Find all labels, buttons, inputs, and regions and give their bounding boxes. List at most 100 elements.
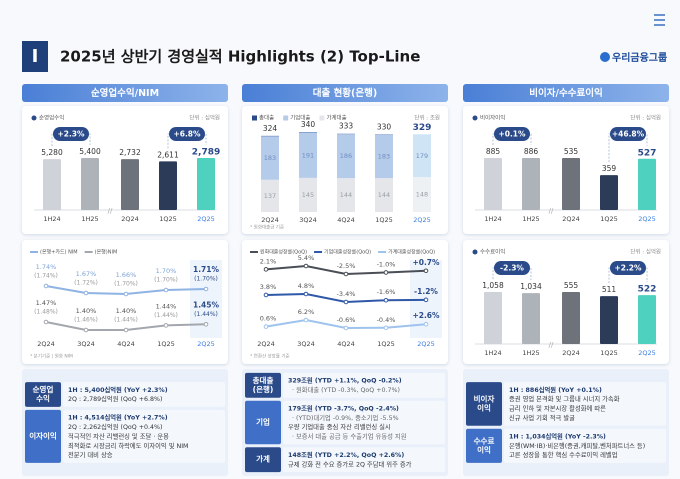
value-label: 1.66% (116, 271, 137, 279)
point (383, 297, 389, 303)
total-cap (413, 134, 431, 136)
badge (494, 127, 530, 141)
value-label: 885 (486, 147, 501, 156)
badge-label: -2.3% (500, 264, 524, 273)
bar (121, 159, 139, 210)
point (163, 323, 169, 328)
section-number: I (32, 46, 39, 67)
point (383, 325, 389, 331)
summary-text-box (283, 400, 445, 445)
x-tick-label: 3Q24 (77, 340, 95, 348)
badge-label: +46.8% (612, 130, 645, 139)
value-sub-label: (1.46%) (74, 317, 98, 324)
badge-label: +0.1% (498, 130, 526, 139)
axis-break: // (549, 207, 554, 215)
value-label: -1.2% (414, 287, 438, 296)
logo-icon (600, 52, 610, 62)
legend-label: (은행+카드) NIM (40, 249, 78, 256)
x-tick-label: 1H24 (484, 349, 501, 357)
bar-segment (375, 178, 393, 212)
legend-label: 가계대출성장률(QoQ) (388, 249, 435, 256)
legend-label: (은행)NIM (95, 249, 118, 256)
bar (43, 159, 61, 210)
section-box (22, 41, 48, 72)
value-sub-label: (1.44%) (194, 311, 218, 318)
legend-marker (472, 249, 478, 255)
summary-line: 179조원 (YTD -3.7%, QoQ -2.4%) (288, 403, 399, 412)
x-tick-label: 2Q25 (197, 340, 215, 348)
point (263, 267, 269, 272)
x-tick-label: 3Q24 (297, 340, 315, 348)
summary-line: 전분기 대비 상승 (68, 450, 113, 459)
value-label: 1.40% (116, 307, 137, 315)
summary-label: 이자이익 (29, 430, 57, 440)
value-label: 535 (564, 147, 579, 156)
summary-label: 수익 (36, 393, 50, 403)
segment-label: 191 (302, 151, 314, 159)
point (123, 291, 129, 297)
value-label: -2.5% (337, 262, 356, 270)
value-label: 1,058 (482, 281, 504, 290)
x-tick-label: 2Q25 (413, 216, 431, 224)
x-tick-label: 2Q25 (638, 215, 656, 223)
unit-label: 단위 : 조원 (414, 114, 440, 122)
summary-label-box (245, 372, 281, 398)
slide-title: 2025년 상반기 경영실적 Highlights (2) Top-Line (60, 48, 420, 66)
bar (638, 158, 656, 210)
total-cap (337, 133, 355, 135)
total-label: 324 (263, 124, 278, 133)
segment-label: 179 (416, 152, 428, 160)
legend-label: 기업대출 (290, 114, 310, 122)
value-label: 359 (602, 164, 617, 173)
value-label: -0.6% (337, 316, 356, 324)
badge (169, 127, 205, 141)
x-tick-label: 2Q25 (417, 340, 435, 348)
summary-label-box (25, 382, 61, 407)
summary-line: 최적화로 시장금리 하락에도 이자이익 및 NIM (68, 441, 189, 450)
value-sub-label: (1.44%) (114, 317, 138, 324)
legend-swatch (283, 115, 289, 121)
summary-label: 이익 (477, 444, 491, 454)
x-tick-label: 1Q25 (157, 340, 175, 348)
column-title: 순영업수익/NIM (91, 87, 159, 99)
x-tick-label: 2Q25 (638, 349, 656, 357)
x-tick-label: 2Q24 (257, 340, 275, 348)
segment-label: 144 (340, 191, 352, 199)
summary-line: 329조원 (YTD +1.1%, QoQ -0.2%) (288, 376, 402, 385)
point (163, 287, 169, 293)
x-tick-label: 2Q24 (261, 216, 279, 224)
legend-label: 총대출 (259, 114, 274, 122)
value-label: 5,400 (79, 147, 101, 156)
bar-segment (337, 134, 355, 179)
summary-text-box (283, 447, 445, 473)
x-tick-label: 1H25 (81, 215, 98, 223)
value-label: 6.2% (298, 308, 315, 316)
value-label: 1.45% (193, 300, 220, 309)
column-header (463, 84, 669, 102)
bar (522, 158, 540, 210)
value-label: 1.70% (156, 267, 177, 275)
summary-line: 금리 인하 및 자본시장 활성화에 따른 (509, 404, 606, 413)
x-tick-label: 2Q24 (37, 340, 55, 348)
bar-segment (261, 179, 279, 212)
legend-label: 원화대출성장률(QoQ) (260, 249, 307, 256)
summary-text-box (63, 409, 225, 463)
point (303, 291, 309, 297)
bar (638, 295, 656, 344)
badge (610, 127, 646, 141)
value-label: -3.4% (337, 290, 356, 298)
x-tick-label: 1Q25 (377, 340, 395, 348)
badge (494, 261, 530, 275)
unit-label: 단위 : 십억원 (189, 114, 220, 122)
point (343, 271, 349, 277)
summary-line: 1H : 886십억원 (YoY +0.1%) (509, 385, 602, 394)
menu-icon[interactable] (654, 14, 665, 26)
value-label: 527 (638, 148, 657, 158)
summary-line: · 원화대출 (YTD -0.3%, QoQ +0.7%) (292, 385, 400, 394)
badge-label: +6.8% (173, 130, 201, 139)
point (303, 317, 309, 323)
badge (53, 127, 89, 141)
bar (159, 161, 177, 210)
summary-label: 가계 (256, 454, 270, 464)
